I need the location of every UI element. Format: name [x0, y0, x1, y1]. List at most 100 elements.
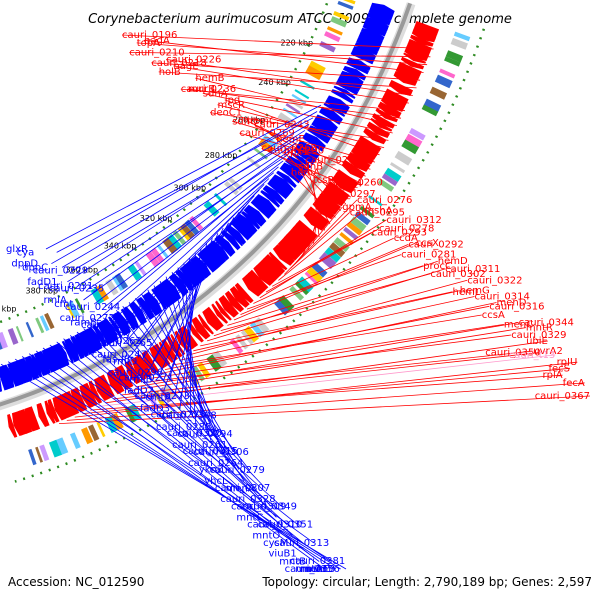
reverse-gene-label: cauri_0328 — [220, 494, 275, 505]
forward-cog-block — [28, 448, 37, 466]
gene-leader-line — [72, 136, 301, 271]
gene-leader-line — [56, 117, 314, 253]
gene-leader-line — [97, 354, 556, 407]
reverse-gene-label: cauri_0229 — [33, 266, 88, 277]
reverse-cog-block — [44, 312, 55, 330]
forward-gene-arrow — [214, 300, 232, 321]
forward-gene-label: cauri_0292 — [408, 239, 463, 250]
genome-summary: Topology: circular; Length: 2,790,189 bp… — [261, 575, 592, 589]
forward-gene-arrow — [114, 366, 130, 391]
forward-cog-block — [87, 424, 100, 442]
reverse-cog-block — [319, 41, 336, 53]
gene-leader-line — [290, 172, 336, 218]
gene-leader-line — [240, 244, 409, 315]
gene-leader-line — [173, 65, 409, 104]
gene-leader-line — [121, 34, 434, 50]
reverse-gene-label: menB — [306, 564, 335, 575]
forward-cog-block — [421, 104, 439, 117]
forward-cog-block — [394, 150, 413, 166]
gene-leader-line — [63, 338, 299, 526]
gene-leader-line — [233, 242, 416, 321]
forward-gene-arrow — [377, 104, 401, 118]
forward-gene-arrow — [363, 129, 386, 145]
forward-gene-arrow — [204, 306, 224, 330]
gene-leader-line — [105, 340, 548, 404]
map-title: Corynebacterium aurimucosum ATCC 700975,… — [88, 12, 512, 27]
reverse-gene-arrow — [153, 286, 171, 309]
reverse-cog-block — [184, 219, 200, 235]
reverse-gene-arrow — [333, 85, 356, 99]
forward-cog-block — [401, 139, 420, 155]
gene-leader-line — [77, 142, 297, 287]
reverse-gene-label: dppD — [11, 259, 38, 270]
gene-leader-line — [305, 159, 325, 231]
reverse-gene-arrow — [240, 210, 261, 230]
forward-gene-label: gpmA — [342, 202, 371, 213]
reverse-gene-arrow — [243, 207, 264, 227]
forward-gene-label: cauri_0295 — [350, 207, 405, 218]
reverse-gene-label: yknZ — [199, 465, 224, 476]
forward-gene-label: ccsX — [416, 238, 439, 249]
forward-gene-arrow — [263, 253, 286, 276]
reverse-cog-block — [0, 341, 3, 350]
forward-gene-label: nagA — [144, 35, 170, 46]
kbp-tick-label: 380 kbp — [25, 287, 58, 296]
reverse-gene-arrow — [267, 179, 290, 200]
forward-gene-arrow — [24, 407, 39, 432]
forward-gene-arrow — [64, 390, 80, 416]
reverse-gene-arrow — [120, 308, 136, 331]
gene-leader-line — [76, 331, 288, 525]
forward-cog-block — [450, 37, 468, 50]
forward-gene-arrow — [285, 230, 309, 252]
reverse-gene-label: cauri_0315 — [183, 446, 238, 457]
forward-gene-arrow — [372, 113, 396, 129]
forward-gene-arrow — [316, 195, 339, 215]
reverse-gene-label: mntO — [252, 530, 280, 541]
forward-gene-label: deoC1 — [210, 108, 242, 119]
gene-leader-line — [45, 104, 322, 250]
forward-gene-arrow — [242, 277, 260, 297]
reverse-cog-block — [127, 263, 142, 281]
forward-cog-block — [389, 162, 406, 174]
forward-gene-label: cauri_0367 — [535, 391, 590, 402]
reverse-gene-arrow — [24, 355, 40, 381]
gene-leader-line — [88, 154, 288, 290]
kbp-tick-label: 400 kbp — [0, 304, 16, 313]
reverse-gene-label: cysM — [263, 538, 288, 549]
gene-leader-line — [136, 42, 428, 66]
reverse-gene-arrow — [226, 224, 247, 245]
forward-gene-label: hemC — [247, 116, 276, 127]
accession-text: Accession: NC_012590 — [8, 575, 144, 589]
forward-gene-arrow — [370, 117, 393, 132]
reverse-gene-label: cauri_0277 — [76, 331, 131, 342]
forward-cog-block — [349, 216, 367, 232]
gene-leader-line — [110, 178, 270, 323]
gene-leader-line — [259, 219, 387, 299]
forward-gene-arrow — [229, 287, 248, 308]
reverse-cog-block — [246, 156, 261, 169]
forward-gene-arrow — [52, 396, 67, 421]
forward-gene-arrow — [253, 265, 274, 286]
reverse-cog-block — [112, 275, 124, 292]
gene-leader-line — [180, 88, 406, 112]
forward-gene-arrow — [18, 409, 33, 434]
reverse-gene-label: cauri_0294 — [177, 429, 232, 440]
reverse-gene-label: fas-IB — [102, 354, 130, 365]
reverse-gene-label: dppC — [22, 262, 48, 273]
reverse-gene-arrow — [7, 362, 20, 387]
gene-leader-line — [135, 322, 519, 388]
forward-cog-block — [192, 365, 206, 382]
reverse-cog-block — [282, 107, 298, 119]
forward-cog-block — [39, 444, 50, 462]
kbp-tick-label: 340 kbp — [104, 241, 137, 250]
reverse-gene-arrow — [61, 340, 74, 364]
gene-leader-line — [93, 160, 284, 305]
forward-gene-label: cauri_0322 — [467, 275, 522, 286]
gene-leader-line — [99, 166, 279, 319]
forward-gene-arrow — [11, 412, 23, 437]
forward-gene-arrow — [304, 211, 326, 230]
forward-gene-arrow — [256, 260, 279, 283]
reverse-gene-arrow — [260, 190, 281, 208]
gene-leader-line — [28, 353, 325, 570]
